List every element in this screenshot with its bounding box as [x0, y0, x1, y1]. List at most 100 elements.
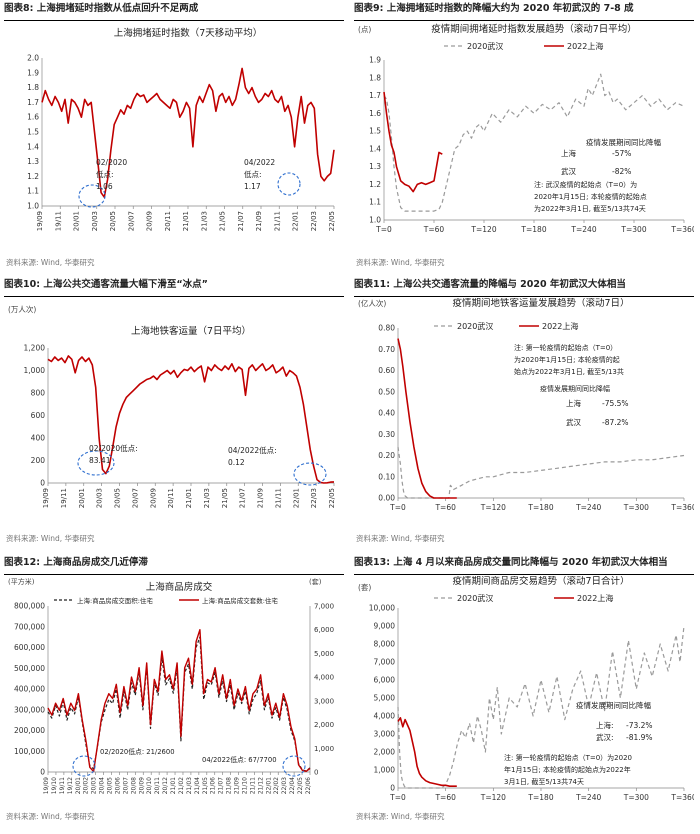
y-right-tick-label: 4,000 [314, 674, 334, 682]
y-tick-label: 9,000 [374, 622, 396, 631]
x-tick-label: 21/03 [200, 211, 208, 231]
y-tick-label: 1.2 [369, 180, 381, 189]
note-text: -82% [612, 167, 631, 176]
note-text: 注: 第一轮疫情的起始点（T=0） [514, 343, 617, 352]
y-tick-label: 700,000 [14, 622, 45, 631]
source-note: 资料来源: Wind, 华泰研究 [6, 812, 95, 821]
y-tick-label: 3,000 [374, 730, 396, 739]
chart-panel-9: 图表9: 上海拥堵延时指数的降幅大约为 2020 年初武汉的 7-8 成 疫情期… [354, 0, 694, 272]
x-tick-label: 20/09 [149, 488, 157, 508]
low-point-circle [282, 755, 306, 777]
x-tick-label: 19/10 [51, 777, 58, 794]
series-line-2 [383, 91, 443, 193]
x-tick-label: T=60 [434, 503, 456, 512]
x-tick-label: 20/11 [167, 488, 175, 508]
y-right-tick-label: 2,000 [314, 721, 334, 729]
x-tick-label: T=180 [520, 225, 546, 234]
x-tick-label: T=60 [434, 793, 456, 802]
y-axis-unit: (点) [358, 25, 371, 34]
x-tick-label: 20/05 [109, 211, 117, 231]
congestion-trend-chart: 疫情期间拥堵延时指数发展趋势（滚动7日平均） (点) 1.9 1.8 1.7 1.6 1.5… [358, 23, 694, 234]
x-tick-label: 20/01 [78, 488, 86, 508]
y-tick-label: 1,000 [374, 766, 396, 775]
note-text: 为2020年1月15日; 本轮疫情的起 [514, 355, 620, 364]
chart-panel-8: 图表8: 上海拥堵延时指数从低点回升不足两成 上海拥堵延时指数（7天移动平均） 2… [4, 0, 344, 272]
x-tick-label: 19/09 [43, 777, 50, 794]
x-tick-label: 21/01 [185, 488, 193, 508]
y-tick-label: 10,000 [369, 604, 395, 613]
x-tick-label: T=120 [480, 503, 506, 512]
note-text: 疫情发展期间同比降幅 [540, 384, 610, 393]
y-tick-label: 200 [31, 456, 46, 465]
x-tick-label: 20/03 [91, 211, 99, 231]
y-tick-label: 400 [31, 434, 46, 443]
figure-header: 图表8: 上海拥堵延时指数从低点回升不足两成 [4, 0, 344, 21]
y-tick-label: 0.30 [378, 430, 395, 439]
source-note: 资料来源: Wind, 华泰研究 [356, 534, 445, 543]
x-tick-label: 21/03 [203, 488, 211, 508]
source-note: 资料来源: Wind, 华泰研究 [6, 534, 95, 543]
legend-label: 上海:商品房成交套数:住宅 [202, 596, 278, 605]
y-tick-label: 0.50 [378, 387, 395, 396]
legend-label: 上海:商品房成交面积:住宅 [77, 596, 153, 605]
x-tick-label: 19/11 [59, 777, 66, 794]
x-tick-label: 21/05 [202, 777, 209, 794]
y-tick-label: 1.1 [369, 198, 381, 207]
y-tick-label: 1.1 [27, 187, 39, 196]
note-text: 上海 [561, 148, 576, 158]
y-tick-label: 200,000 [14, 726, 45, 735]
y-tick-label: 2.0 [27, 54, 39, 63]
low-point-circle [77, 450, 115, 476]
x-tick-label: 21/09 [255, 211, 263, 231]
chart-title: 上海拥堵延时指数（7天移动平均） [114, 27, 263, 39]
note-text: 武汉 [561, 166, 576, 176]
x-tick-label: 21/02 [178, 777, 185, 794]
y-tick-label: 0.60 [378, 366, 395, 375]
x-tick-label: 21/01 [182, 211, 190, 231]
x-tick-label: T=360 [670, 503, 694, 512]
y-axis-unit: (亿人次) [358, 298, 386, 308]
y-tick-label: 800 [31, 389, 46, 398]
legend-label: 2020武汉 [457, 321, 493, 331]
y-tick-label: 1.0 [369, 216, 381, 225]
y-tick-label: 0 [40, 479, 45, 488]
x-tick-label: 21/07 [237, 211, 245, 231]
x-tick-label: 20/12 [162, 777, 169, 794]
x-tick-label: 20/01 [75, 777, 82, 794]
note-text: 注: 武汉疫情的起始点（T=0）为 [534, 180, 637, 189]
x-tick-label: 22/01 [265, 777, 272, 794]
note-text: 疫情发展期间同比降幅 [586, 137, 661, 147]
y-tick-label: 500,000 [14, 664, 45, 673]
annotation-sub: 低点: [96, 169, 114, 179]
x-tick-label: T=0 [375, 225, 392, 234]
y-axis-unit: (万人次) [8, 304, 36, 314]
chart-panel-10: 图表10: 上海公共交通客流量大幅下滑至“冰点” 上海地铁客运量（7日平均） (万… [4, 276, 344, 548]
y-tick-label: 0.10 [378, 472, 395, 481]
y-tick-label: 0.40 [378, 409, 395, 418]
note-text: -75.5% [602, 399, 629, 408]
note-text: 2020年1月15日; 本轮疫情的起始点 [534, 192, 647, 201]
y-tick-label: 800,000 [14, 602, 45, 611]
y-tick-label: 1.7 [27, 98, 39, 107]
y-tick-label: 7,000 [374, 658, 396, 667]
x-tick-label: T=300 [623, 503, 649, 512]
y-axis-unit: (套) [358, 582, 371, 592]
annotation-label: 02/2020低点: 21/2600 [100, 747, 175, 756]
x-tick-label: T=120 [470, 225, 496, 234]
source-note: 资料来源: Wind, 华泰研究 [6, 258, 95, 267]
x-tick-label: 20/05 [107, 777, 114, 794]
note-text: 上海 [566, 398, 581, 408]
annotation-label: 02/2020低点: [89, 443, 138, 453]
y-right-tick-label: 1,000 [314, 745, 334, 753]
y-tick-label: 1.4 [27, 142, 39, 151]
figure-header: 图表10: 上海公共交通客流量大幅下滑至“冰点” [4, 276, 344, 297]
annotation-value: 0.12 [228, 458, 245, 467]
low-point-circle [78, 184, 106, 208]
y-tick-label: 1.7 [369, 91, 381, 100]
y-tick-label: 6,000 [374, 676, 396, 685]
chart-title: 疫情期间地铁客运量发展趋势（滚动7日） [452, 298, 629, 309]
x-tick-label: T=360 [670, 793, 694, 802]
note-text: -87.2% [602, 418, 629, 427]
x-tick-label: 20/08 [130, 777, 137, 794]
x-tick-label: 20/11 [164, 211, 172, 231]
